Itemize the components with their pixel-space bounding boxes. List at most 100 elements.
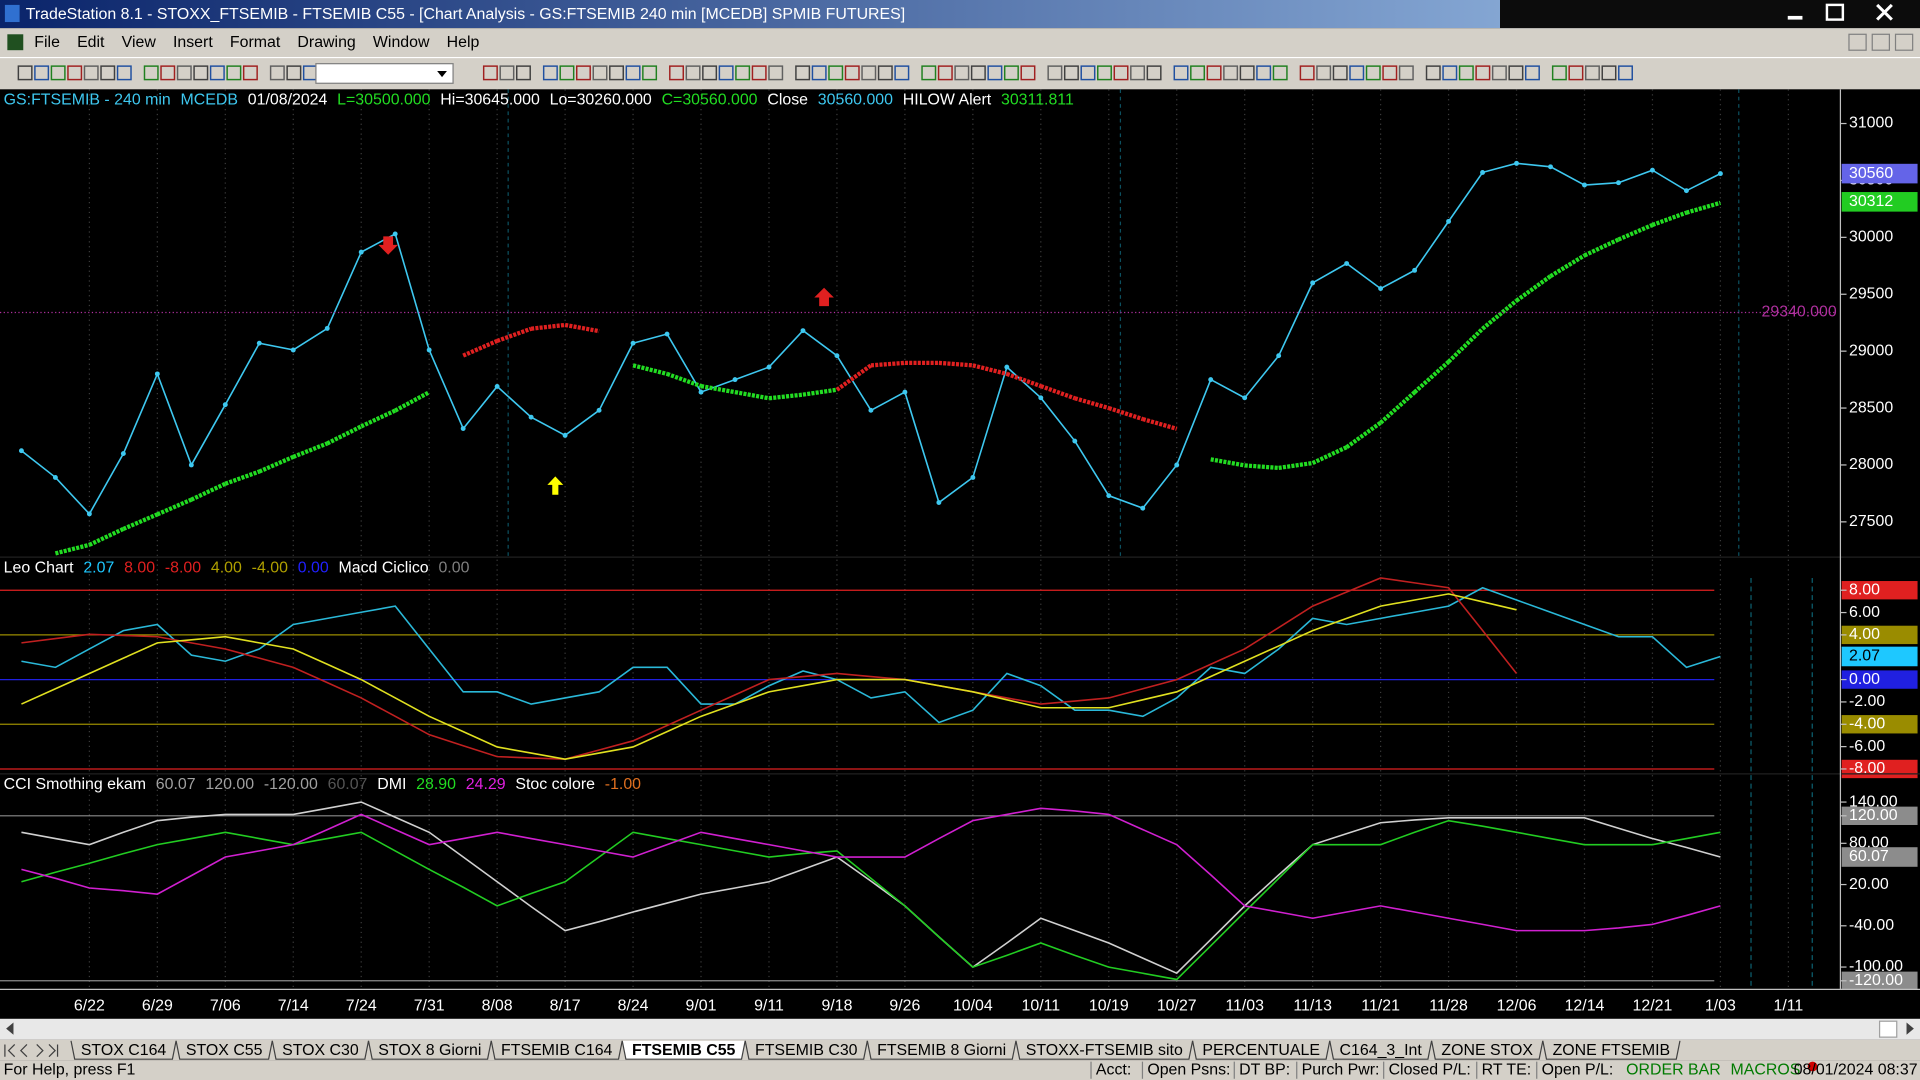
toolbar-icon[interactable]	[1601, 65, 1617, 81]
toolbar-icon[interactable]	[1146, 65, 1162, 81]
toolbar-icon[interactable]	[642, 65, 658, 81]
sheet-tab[interactable]: FTSEMIB C164	[501, 1042, 613, 1059]
toolbar-icon[interactable]	[811, 65, 827, 81]
scroll-thumb[interactable]	[1878, 1020, 1898, 1038]
toolbar-icon[interactable]	[269, 65, 285, 81]
toolbar-icon[interactable]	[669, 65, 684, 81]
toolbar-icon[interactable]	[116, 65, 132, 81]
toolbar-icon[interactable]	[143, 65, 159, 81]
sheet-tab-shape[interactable]	[621, 1040, 746, 1060]
sheet-tab[interactable]: STOXX-FTSEMIB sito	[1026, 1042, 1183, 1059]
symbol-combo[interactable]	[315, 63, 454, 84]
toolbar-icon[interactable]	[1256, 65, 1272, 81]
mdi-min[interactable]	[1848, 33, 1867, 51]
sheet-tab-shape[interactable]	[1430, 1040, 1544, 1060]
toolbar-icon[interactable]	[592, 65, 608, 81]
toolbar-icon[interactable]	[1382, 65, 1398, 81]
toolbar-icon[interactable]	[1020, 65, 1036, 81]
sheet-tab[interactable]: FTSEMIB C30	[755, 1042, 858, 1059]
toolbar-icon[interactable]	[50, 65, 66, 81]
toolbar-icon[interactable]	[1551, 65, 1567, 81]
toolbar-icon[interactable]	[1568, 65, 1584, 81]
toolbar-icon[interactable]	[67, 65, 83, 81]
toolbar-icon[interactable]	[609, 65, 624, 81]
toolbar-icon[interactable]	[1063, 65, 1079, 81]
toolbar-icon[interactable]	[286, 65, 302, 81]
toolbar-icon[interactable]	[516, 65, 531, 81]
sheet-tab-shape[interactable]	[1329, 1040, 1433, 1060]
toolbar-icon[interactable]	[1190, 65, 1206, 81]
toolbar-icon[interactable]	[1491, 65, 1507, 81]
toolbar-icon[interactable]	[482, 65, 498, 81]
toolbar-icon[interactable]	[242, 65, 258, 81]
h-scrollbar[interactable]	[0, 1018, 1920, 1040]
menu-item[interactable]: Window	[373, 34, 430, 51]
maximize[interactable]	[1825, 3, 1845, 21]
toolbar-icon[interactable]	[1173, 65, 1189, 81]
mdi-buttons[interactable]	[1848, 33, 1914, 51]
menu-item[interactable]: File	[34, 34, 60, 51]
toolbar-icon[interactable]	[1349, 65, 1365, 81]
close[interactable]	[1876, 3, 1893, 21]
toolbar-icon[interactable]	[954, 65, 970, 81]
menu-item[interactable]: Format	[230, 34, 281, 51]
sheet-tab[interactable]: STOX C30	[282, 1042, 359, 1059]
toolbar-icon[interactable]	[1425, 65, 1441, 81]
scroll-right[interactable]	[1906, 1022, 1914, 1035]
sheet-tab-shape[interactable]	[490, 1040, 623, 1060]
toolbar-icon[interactable]	[1003, 65, 1019, 81]
toolbar-icon[interactable]	[718, 65, 734, 81]
toolbar-icon[interactable]	[1332, 65, 1348, 81]
sheet-tab[interactable]: C164_3_Int	[1340, 1042, 1423, 1059]
toolbar-icon[interactable]	[1618, 65, 1633, 81]
tab-nav[interactable]	[4, 1044, 59, 1058]
toolbar-icon[interactable]	[844, 65, 860, 81]
mdi-restore[interactable]	[1871, 33, 1890, 51]
toolbar-icon[interactable]	[1223, 65, 1239, 81]
sheet-tab[interactable]: STOX C55	[186, 1042, 263, 1059]
toolbar-icon[interactable]	[176, 65, 192, 81]
tab-nav-arrows[interactable]	[4, 1044, 59, 1058]
toolbar-icon[interactable]	[576, 65, 591, 81]
sheet-tab-shape[interactable]	[1015, 1040, 1194, 1060]
toolbar-icon[interactable]	[1130, 65, 1146, 81]
toolbar-icon[interactable]	[100, 65, 116, 81]
window-buttons[interactable]	[1787, 3, 1893, 21]
sheet-tab[interactable]: STOX C164	[81, 1042, 167, 1059]
toolbar-icon[interactable]	[685, 65, 701, 81]
sheet-tab-shape[interactable]	[1191, 1040, 1331, 1060]
toolbar-icon[interactable]	[1272, 65, 1288, 81]
sheet-tab-shape[interactable]	[367, 1040, 492, 1060]
toolbar-icon[interactable]	[877, 65, 893, 81]
sheet-tab[interactable]: FTSEMIB 8 Giorni	[877, 1042, 1006, 1059]
toolbar-icon[interactable]	[209, 65, 225, 81]
toolbar-icon[interactable]	[970, 65, 986, 81]
toolbar-icon[interactable]	[34, 65, 50, 81]
toolbar-icon[interactable]	[625, 65, 641, 81]
toolbar-icon[interactable]	[542, 65, 558, 81]
toolbar-icon[interactable]	[1097, 65, 1112, 81]
toolbar-icon[interactable]	[1442, 65, 1458, 81]
sheet-tab-shape[interactable]	[866, 1040, 1017, 1060]
toolbar-icon[interactable]	[559, 65, 575, 81]
toolbar-icon[interactable]	[937, 65, 953, 81]
toolbar-icon[interactable]	[1475, 65, 1491, 81]
scroll-left[interactable]	[6, 1022, 14, 1035]
toolbar-icon[interactable]	[1080, 65, 1096, 81]
toolbar-icon[interactable]	[1299, 65, 1315, 81]
menu-item[interactable]: View	[122, 34, 157, 51]
toolbar-icon[interactable]	[987, 65, 1003, 81]
menu-item[interactable]: Edit	[77, 34, 105, 51]
toolbar-icon[interactable]	[1239, 65, 1255, 81]
toolbar-icon[interactable]	[1113, 65, 1129, 81]
sheet-tab[interactable]: PERCENTUALE	[1202, 1042, 1320, 1059]
toolbar-icon[interactable]	[1365, 65, 1381, 81]
toolbar-icon[interactable]	[751, 65, 767, 81]
toolbar-icon[interactable]	[921, 65, 937, 81]
mdi-close[interactable]	[1894, 33, 1914, 51]
sheet-tab-shape[interactable]	[175, 1040, 273, 1060]
minimize[interactable]	[1787, 15, 1803, 20]
toolbar-icon[interactable]	[17, 65, 33, 81]
toolbar-icon[interactable]	[226, 65, 242, 81]
toolbar-icon[interactable]	[499, 65, 515, 81]
